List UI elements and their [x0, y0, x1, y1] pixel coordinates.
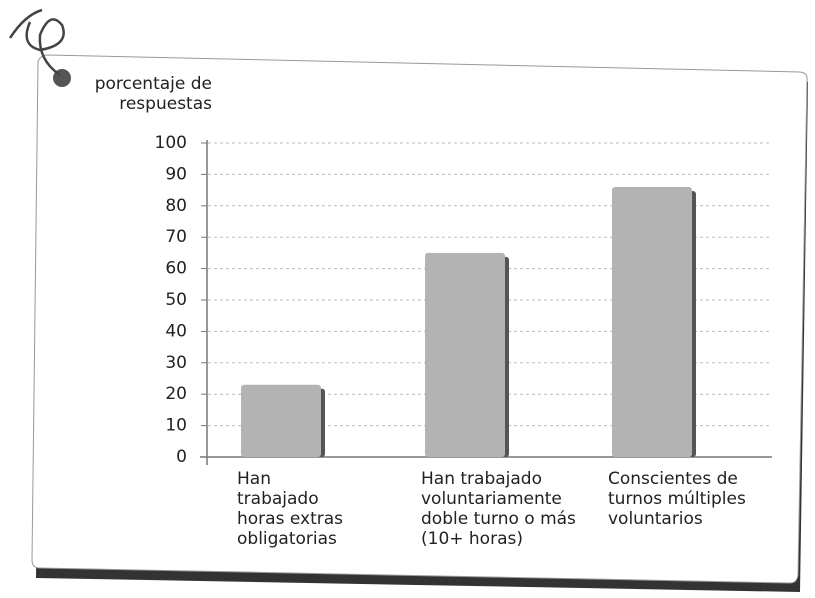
- y-tick-label: 80: [165, 196, 187, 216]
- bar: [241, 384, 321, 457]
- y-tick-label: 0: [176, 447, 187, 467]
- y-tick-label: 50: [165, 290, 187, 310]
- bar: [612, 186, 692, 457]
- x-tick-label: Conscientes de turnos múltiples voluntar…: [608, 469, 746, 529]
- y-tick-label: 90: [165, 164, 187, 184]
- x-tick-label: Han trabajado horas extras obligatorias: [237, 469, 343, 549]
- bar: [425, 252, 505, 457]
- y-axis-label: porcentaje de respuestas: [94, 74, 212, 114]
- y-tick-label: 10: [165, 416, 187, 436]
- y-tick-label: 70: [165, 227, 187, 247]
- y-tick-label: 100: [155, 133, 187, 153]
- y-tick-label: 60: [165, 259, 187, 279]
- y-tick-label: 20: [165, 384, 187, 404]
- y-tick-label: 30: [165, 353, 187, 373]
- loop: [8, 8, 65, 77]
- y-tick-label: 40: [165, 321, 187, 341]
- x-tick-label: Han trabajado voluntariamente doble turn…: [421, 469, 576, 549]
